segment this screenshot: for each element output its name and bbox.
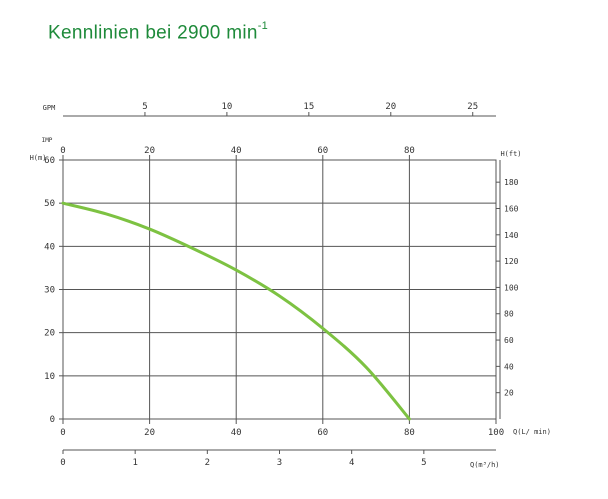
m3h-axis-tick-label: 1 (132, 458, 137, 468)
m3h-axis-tick-label: 4 (349, 458, 354, 468)
bottom-axis-label: Q(L/ min) (513, 428, 551, 436)
gpm-axis-tick-label: 25 (467, 102, 478, 112)
left-axis-tick-label: 40 (44, 242, 55, 252)
right-axis-tick-label: 100 (504, 283, 519, 292)
imp-axis-tick-label: 0 (60, 146, 65, 156)
imp-axis-tick-label: 20 (144, 146, 155, 156)
bottom-axis-tick-label: 20 (144, 428, 155, 438)
chart-series (61, 201, 411, 421)
left-axis-tick-label: 50 (44, 199, 55, 209)
gpm-axis-tick-label: 5 (142, 102, 147, 112)
right-axis-tick-label: 160 (504, 204, 519, 213)
left-axis-tick-label: 30 (44, 286, 55, 296)
m3h-axis-tick-label: 5 (421, 458, 426, 468)
imp-axis-label: IMP (42, 137, 53, 144)
gpm-axis-tick-label: 15 (303, 102, 314, 112)
bottom-axis-tick-label: 0 (60, 428, 65, 438)
right-axis-tick-label: 80 (504, 310, 514, 319)
left-axis-tick-label: 20 (44, 329, 55, 339)
gpm-axis-tick-label: 10 (221, 102, 232, 112)
imp-axis-tick-label: 60 (317, 146, 328, 156)
left-axis-tick-label: 60 (44, 156, 55, 166)
right-axis-tick-label: 60 (504, 336, 514, 345)
bottom-axis-tick-label: 60 (317, 428, 328, 438)
right-axis-tick-label: 180 (504, 178, 519, 187)
right-axis-label: H(ft) (500, 150, 521, 158)
right-axis-tick-label: 140 (504, 231, 519, 240)
gpm-axis-label: GPM (43, 104, 56, 112)
left-axis-tick-label: 0 (50, 415, 55, 425)
bottom-axis-tick-label: 40 (231, 428, 242, 438)
m3h-axis-tick-label: 3 (277, 458, 282, 468)
gpm-axis-tick-label: 20 (385, 102, 396, 112)
imp-axis-tick-label: 40 (231, 146, 242, 156)
bottom-axis-tick-label: 100 (488, 428, 504, 438)
left-axis-label: H(m) (30, 154, 47, 162)
chart-axes (59, 112, 501, 454)
right-axis-tick-label: 40 (504, 362, 514, 371)
pump-curve-line (61, 201, 411, 421)
m3h-axis-label: Q(m³/h) (470, 461, 500, 469)
imp-axis-tick-label: 80 (404, 146, 415, 156)
right-axis-tick-label: 20 (504, 389, 514, 398)
left-axis-tick-label: 10 (44, 372, 55, 382)
m3h-axis-tick-label: 0 (60, 458, 65, 468)
bottom-axis-tick-label: 80 (404, 428, 415, 438)
chart-tick-labels: 0102030405060H(m)20406080100120140160180… (30, 102, 551, 469)
chart-title-text: Kennlinien bei 2900 min (48, 22, 258, 44)
m3h-axis-tick-label: 2 (205, 458, 210, 468)
right-axis-tick-label: 120 (504, 257, 519, 266)
chart-title-superscript: -1 (257, 20, 269, 32)
chart-title: Kennlinien bei 2900 min-1 (48, 20, 269, 44)
chart-grid (62, 159, 497, 420)
